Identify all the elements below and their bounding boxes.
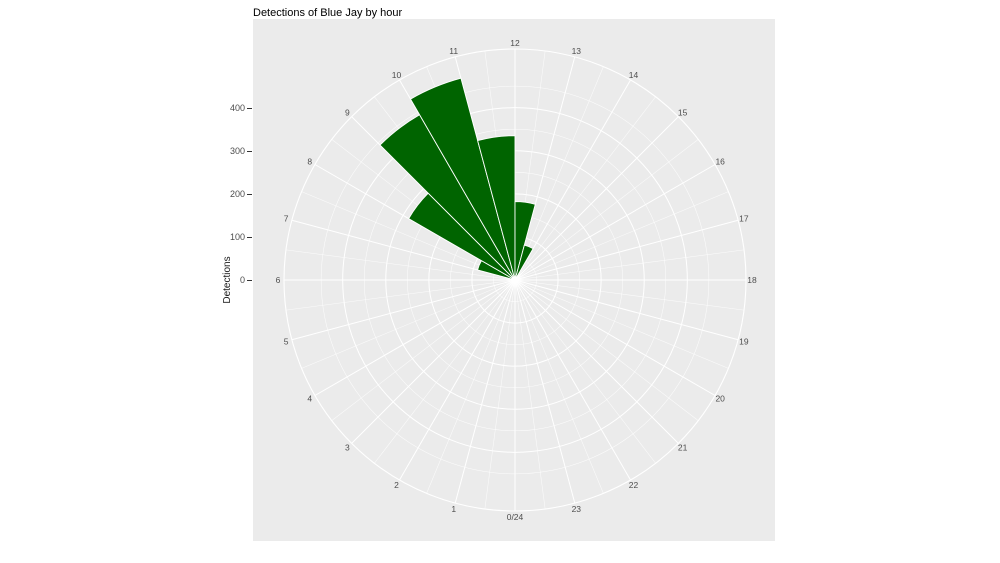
bar-hour-13 xyxy=(514,244,534,281)
hour-label-23: 23 xyxy=(572,504,582,514)
hour-label-11: 11 xyxy=(449,46,458,56)
grid-spoke-hour xyxy=(514,219,739,281)
hour-label-9: 9 xyxy=(345,107,350,117)
hour-label-2: 2 xyxy=(394,480,399,490)
grid-spoke-halfhour xyxy=(301,279,516,369)
hour-label-3: 3 xyxy=(345,443,350,453)
y-tick-label-200: 200 xyxy=(229,188,245,199)
hour-label-16: 16 xyxy=(715,156,725,166)
y-tick-mark xyxy=(247,280,252,281)
grid-spoke-hour xyxy=(351,279,516,444)
y-tick-label-400: 400 xyxy=(229,102,245,113)
grid-spoke-hour xyxy=(514,279,739,341)
y-tick-label-300: 300 xyxy=(229,145,245,156)
grid-spoke-halfhour xyxy=(514,279,699,421)
grid-spoke-hour xyxy=(514,279,679,444)
grid-spoke-halfhour xyxy=(426,279,516,494)
grid-spoke-halfhour xyxy=(514,279,656,464)
grid-spoke-hour xyxy=(514,279,716,396)
hour-label-6: 6 xyxy=(276,275,281,285)
hour-label-21: 21 xyxy=(678,443,688,453)
hour-label-13: 13 xyxy=(572,46,582,56)
hour-label-4: 4 xyxy=(307,393,312,403)
grid-spoke-halfhour xyxy=(514,96,656,281)
hour-label-17: 17 xyxy=(739,214,749,224)
grid-spoke-halfhour xyxy=(514,279,604,494)
grid-spoke-halfhour xyxy=(514,139,699,281)
grid-spoke-halfhour xyxy=(514,279,729,369)
grid-spoke-hour xyxy=(514,164,716,281)
y-tick-mark xyxy=(247,236,252,238)
polar-chart: 0/24123456789101112131415161718192021222… xyxy=(276,38,757,522)
hour-label-8: 8 xyxy=(307,156,312,166)
grid-spoke-halfhour xyxy=(514,191,729,281)
grid-spoke-halfhour xyxy=(285,279,516,311)
grid-spoke-hour xyxy=(514,79,631,281)
hour-label-22: 22 xyxy=(629,480,639,490)
grid-spoke-halfhour xyxy=(374,279,516,464)
grid-spoke-hour xyxy=(514,279,576,504)
grid-spoke-hour xyxy=(514,279,631,481)
y-tick-mark xyxy=(247,193,252,195)
grid-spoke-halfhour xyxy=(514,249,745,281)
hour-label-10: 10 xyxy=(392,70,402,80)
hour-label-0-24: 0/24 xyxy=(507,512,524,522)
chart-title: Detections of Blue Jay by hour xyxy=(253,7,403,19)
y-tick-mark xyxy=(247,107,252,109)
hour-label-19: 19 xyxy=(739,336,749,346)
hour-label-18: 18 xyxy=(747,275,757,285)
y-tick-mark xyxy=(247,150,252,152)
grid-spoke-hour xyxy=(454,279,516,504)
bar-hour-11 xyxy=(477,135,516,281)
grid-spoke-halfhour xyxy=(331,279,516,421)
hour-label-12: 12 xyxy=(510,38,520,48)
y-tick-label-100: 100 xyxy=(229,231,245,242)
grid-spoke-hour xyxy=(291,279,516,341)
y-tick-label-0: 0 xyxy=(239,275,245,285)
grid-spoke-halfhour xyxy=(484,279,516,510)
hour-label-7: 7 xyxy=(284,214,289,224)
grid-spoke-hour xyxy=(314,279,516,396)
bar-hour-10 xyxy=(410,77,516,281)
grid-spoke-hour xyxy=(514,116,679,281)
hour-label-15: 15 xyxy=(678,107,688,117)
hour-label-5: 5 xyxy=(284,336,289,346)
hour-label-20: 20 xyxy=(715,393,725,403)
grid-spoke-halfhour xyxy=(285,249,516,281)
grid-spoke-halfhour xyxy=(514,279,546,510)
grid-spoke-hour xyxy=(399,279,516,481)
grid-spoke-halfhour xyxy=(514,279,745,311)
plot-panel: 0/24 1 2 3 4 5 6 7 8 9 10 11 12 13 14 15 16 17 18 19 20 21 22 2… xyxy=(253,19,775,541)
hour-label-1: 1 xyxy=(451,504,456,514)
grid-spoke-halfhour xyxy=(514,66,604,281)
hour-label-14: 14 xyxy=(629,70,639,80)
